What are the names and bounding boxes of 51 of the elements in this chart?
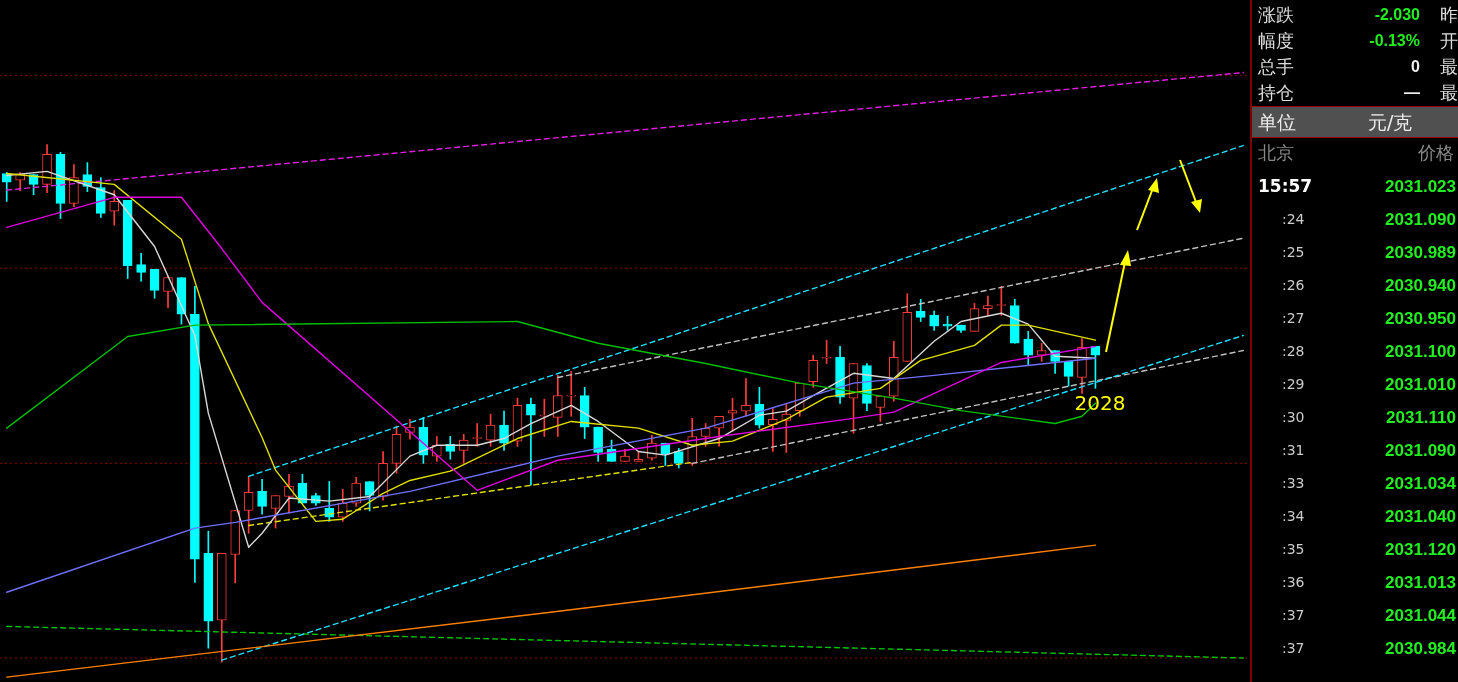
text: :34 xyxy=(1282,507,1305,526)
text: 2031.013 xyxy=(1385,572,1456,594)
text: 北京 xyxy=(1258,141,1294,165)
text: :36 xyxy=(1282,573,1305,592)
text: :25 xyxy=(1282,243,1305,262)
text: 2030.940 xyxy=(1385,275,1456,297)
text: 涨跌 xyxy=(1258,3,1294,27)
text: :29 xyxy=(1282,375,1305,394)
text: :31 xyxy=(1282,441,1305,460)
text: 2031.010 xyxy=(1385,374,1456,396)
text: 最 xyxy=(1440,55,1458,79)
candlestick xyxy=(741,378,751,417)
text: :26 xyxy=(1282,276,1305,295)
text: :33 xyxy=(1282,474,1305,493)
text: :24 xyxy=(1282,210,1305,229)
text: -2.030 xyxy=(1374,5,1420,25)
text: 2030.950 xyxy=(1385,308,1456,330)
text: :37 xyxy=(1282,606,1305,625)
text: 2031.120 xyxy=(1385,539,1456,561)
text: 持仓 xyxy=(1258,81,1294,105)
text: 2030.984 xyxy=(1385,638,1456,660)
text: 2031.044 xyxy=(1385,605,1456,627)
text: 开 xyxy=(1440,29,1458,53)
text: -0.13% xyxy=(1369,31,1420,51)
text: 幅度 xyxy=(1258,29,1294,53)
text: 15:57 xyxy=(1258,175,1313,198)
text: :27 xyxy=(1282,309,1305,328)
text: :30 xyxy=(1282,408,1305,427)
text: 昨 xyxy=(1440,3,1458,27)
text: 总手 xyxy=(1258,55,1294,79)
text: :37 xyxy=(1282,639,1305,658)
text: 0 xyxy=(1411,57,1420,77)
text: 2031.090 xyxy=(1385,440,1456,462)
text: 2031.034 xyxy=(1385,473,1456,495)
text: 元/克 xyxy=(1368,110,1413,135)
text: 2031.100 xyxy=(1385,341,1456,363)
candlestick xyxy=(983,295,993,316)
text: 2031.040 xyxy=(1385,506,1456,528)
candlestick xyxy=(526,397,536,486)
annotation: 2028 xyxy=(1074,390,1126,415)
text: :35 xyxy=(1282,540,1305,559)
text: 2031.023 xyxy=(1385,176,1456,198)
text: — xyxy=(1404,83,1420,103)
text: 2030.989 xyxy=(1385,242,1456,264)
candlestick xyxy=(566,370,577,417)
text: 2031.090 xyxy=(1385,209,1456,231)
text: :28 xyxy=(1282,342,1305,361)
text: 单位 xyxy=(1258,110,1296,135)
text: 2031.110 xyxy=(1386,407,1456,429)
text: 最 xyxy=(1440,81,1458,105)
text: 价格 xyxy=(1418,141,1454,165)
